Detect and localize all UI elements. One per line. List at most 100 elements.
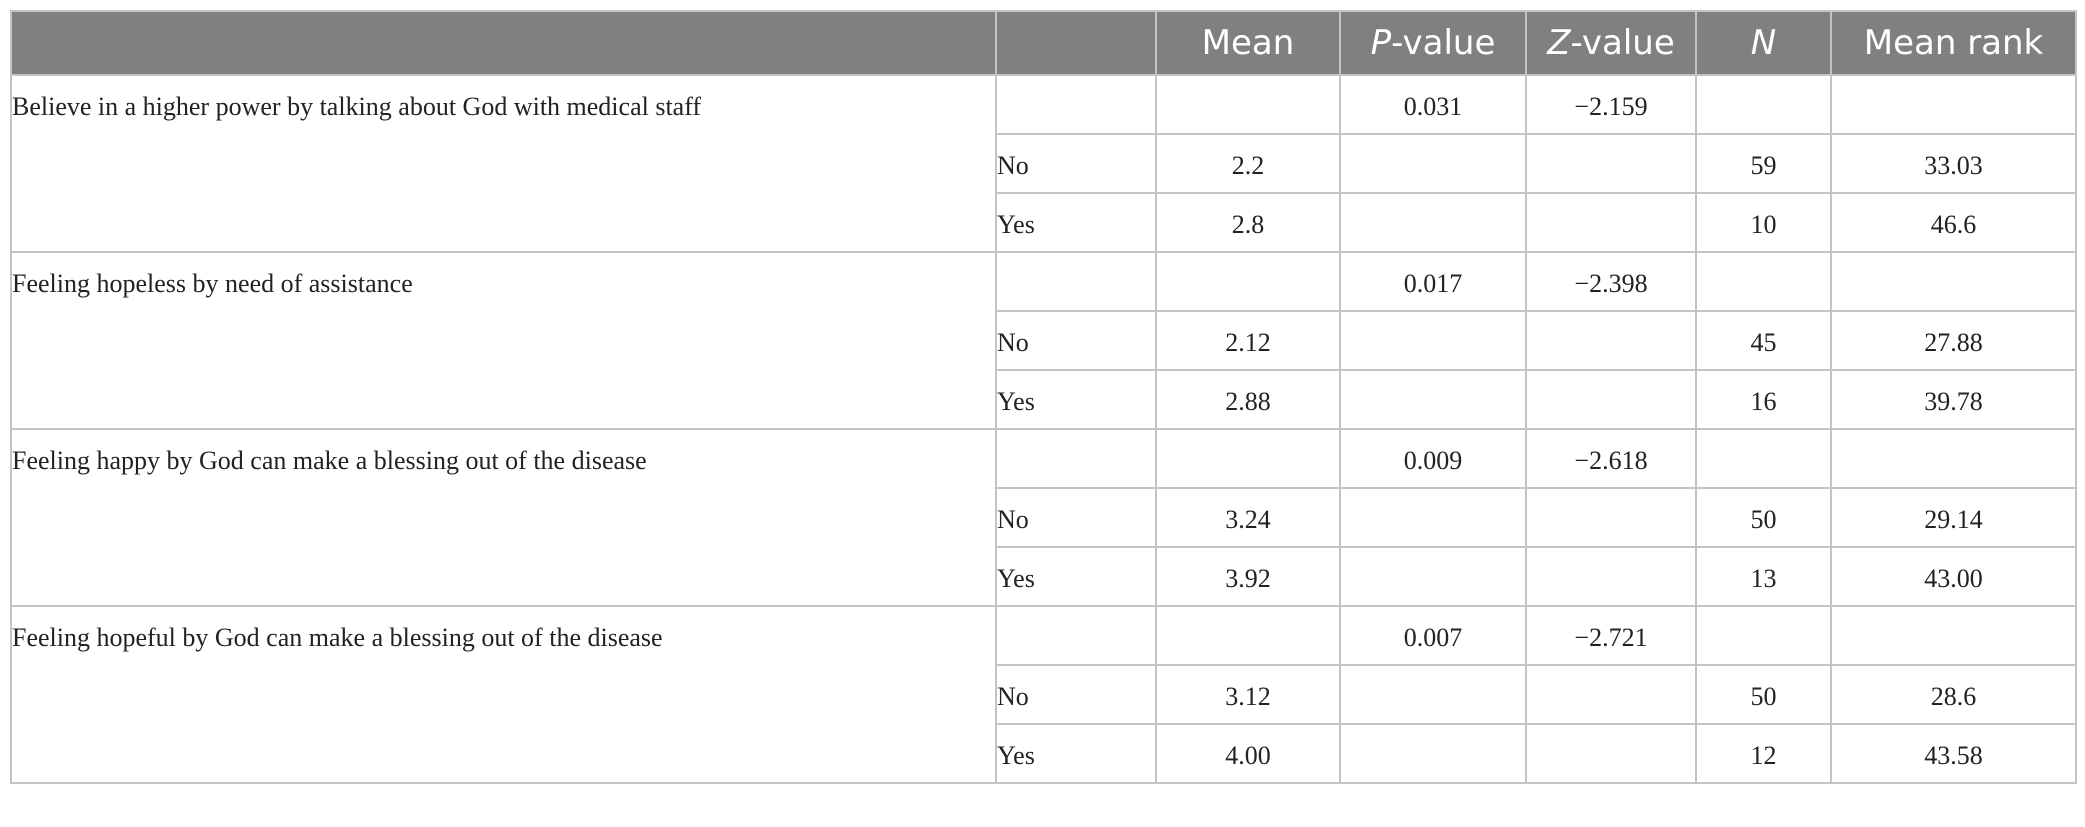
mean-cell-empty <box>1155 74 1341 135</box>
z-value-cell-empty <box>1525 192 1697 253</box>
mean-cell: 2.2 <box>1155 133 1341 194</box>
p-value-cell: 0.017 <box>1339 251 1527 312</box>
group-cell: Yes <box>995 546 1157 607</box>
z-value-cell-empty <box>1525 369 1697 430</box>
n-cell: 45 <box>1695 310 1832 371</box>
table-row-group: Yes 3.92 13 43.00 <box>11 546 2077 607</box>
n-cell: 59 <box>1695 133 1832 194</box>
p-value-cell-empty <box>1339 487 1527 548</box>
mean-rank-cell-empty <box>1830 251 2077 312</box>
mean-rank-cell: 43.00 <box>1830 546 2077 607</box>
mean-cell: 3.92 <box>1155 546 1341 607</box>
table-row-summary: Feeling hopeless by need of assistance 0.… <box>10 251 2077 430</box>
header-p-suffix: -value <box>1391 23 1496 63</box>
table-row-summary: Believe in a higher power by talking abo… <box>10 74 2077 253</box>
table-row-summary: Feeling happy by God can make a blessing… <box>10 428 2077 607</box>
n-cell: 50 <box>1695 664 1832 725</box>
header-p-value: P-value <box>1339 10 1527 76</box>
mean-rank-cell: 27.88 <box>1830 310 2077 371</box>
table-row-group: Yes 2.88 16 39.78 <box>11 369 2077 430</box>
p-value-cell-empty <box>1339 664 1527 725</box>
table-header: Mean P-value Z-value N Mean rank <box>10 10 2077 76</box>
z-value-cell: −2.618 <box>1525 428 1697 489</box>
mean-rank-cell-empty <box>1830 428 2077 489</box>
p-value-cell-empty <box>1339 546 1527 607</box>
z-value-cell-empty <box>1525 310 1697 371</box>
mean-rank-cell: 39.78 <box>1830 369 2077 430</box>
p-value-cell: 0.031 <box>1339 74 1527 135</box>
n-cell: 16 <box>1695 369 1832 430</box>
table-body: Believe in a higher power by talking abo… <box>10 74 2077 784</box>
header-group <box>995 10 1157 76</box>
item-label: Feeling hopeless by need of assistance <box>10 251 997 430</box>
group-cell: Yes <box>995 192 1157 253</box>
n-cell: 13 <box>1695 546 1832 607</box>
z-value-cell: −2.721 <box>1525 605 1697 666</box>
mean-cell: 2.88 <box>1155 369 1341 430</box>
n-cell-empty <box>1695 605 1832 666</box>
table-row-group: Yes 4.00 12 43.58 <box>11 723 2077 784</box>
table-row-group: Yes 2.8 10 46.6 <box>11 192 2077 253</box>
p-value-cell-empty <box>1339 133 1527 194</box>
p-value-cell-empty <box>1339 369 1527 430</box>
z-value-cell-empty <box>1525 487 1697 548</box>
z-value-cell: −2.159 <box>1525 74 1697 135</box>
mean-rank-cell: 29.14 <box>1830 487 2077 548</box>
header-mean-rank: Mean rank <box>1830 10 2077 76</box>
header-n-letter: N <box>1750 23 1777 63</box>
table-row-group: No 2.2 59 33.03 <box>11 133 2077 194</box>
header-p-letter: P <box>1370 23 1392 63</box>
header-z-letter: Z <box>1547 23 1571 63</box>
n-cell-empty <box>1695 251 1832 312</box>
n-cell: 10 <box>1695 192 1832 253</box>
p-value-cell-empty <box>1339 310 1527 371</box>
mean-cell: 2.12 <box>1155 310 1341 371</box>
header-z-value: Z-value <box>1525 10 1697 76</box>
mean-cell-empty <box>1155 251 1341 312</box>
group-cell-empty <box>995 428 1157 489</box>
mean-rank-cell-empty <box>1830 605 2077 666</box>
z-value-cell-empty <box>1525 133 1697 194</box>
group-cell: Yes <box>995 369 1157 430</box>
n-cell: 12 <box>1695 723 1832 784</box>
mean-rank-cell-empty <box>1830 74 2077 135</box>
p-value-cell-empty <box>1339 192 1527 253</box>
table-row-group: No 2.12 45 27.88 <box>11 310 2077 371</box>
mean-cell: 3.12 <box>1155 664 1341 725</box>
group-cell: No <box>995 664 1157 725</box>
header-row: Mean P-value Z-value N Mean rank <box>10 10 2077 76</box>
mean-cell: 2.8 <box>1155 192 1341 253</box>
n-cell: 50 <box>1695 487 1832 548</box>
group-cell: No <box>995 487 1157 548</box>
mean-rank-cell: 28.6 <box>1830 664 2077 725</box>
p-value-cell-empty <box>1339 723 1527 784</box>
mean-rank-cell: 43.58 <box>1830 723 2077 784</box>
header-z-suffix: -value <box>1570 23 1675 63</box>
item-label: Feeling hopeful by God can make a blessi… <box>10 605 997 784</box>
results-table: Mean P-value Z-value N Mean rank Believe… <box>10 10 2077 784</box>
mean-cell-empty <box>1155 605 1341 666</box>
mean-cell: 3.24 <box>1155 487 1341 548</box>
group-cell: Yes <box>995 723 1157 784</box>
n-cell-empty <box>1695 428 1832 489</box>
z-value-cell-empty <box>1525 723 1697 784</box>
header-mean: Mean <box>1155 10 1341 76</box>
p-value-cell: 0.007 <box>1339 605 1527 666</box>
mean-rank-cell: 46.6 <box>1830 192 2077 253</box>
table-row-group: No 3.12 50 28.6 <box>11 664 2077 725</box>
z-value-cell: −2.398 <box>1525 251 1697 312</box>
table-row-summary: Feeling hopeful by God can make a blessi… <box>10 605 2077 784</box>
group-cell: No <box>995 310 1157 371</box>
z-value-cell-empty <box>1525 664 1697 725</box>
z-value-cell-empty <box>1525 546 1697 607</box>
item-label: Feeling happy by God can make a blessing… <box>10 428 997 607</box>
p-value-cell: 0.009 <box>1339 428 1527 489</box>
n-cell-empty <box>1695 74 1832 135</box>
group-cell-empty <box>995 605 1157 666</box>
header-item <box>10 10 997 76</box>
mean-cell-empty <box>1155 428 1341 489</box>
group-cell-empty <box>995 74 1157 135</box>
mean-cell: 4.00 <box>1155 723 1341 784</box>
group-cell-empty <box>995 251 1157 312</box>
table-row-group: No 3.24 50 29.14 <box>11 487 2077 548</box>
